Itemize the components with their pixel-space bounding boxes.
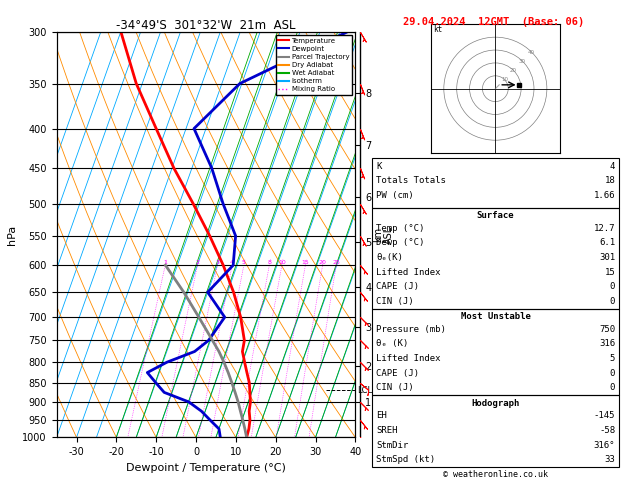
Text: 18: 18: [604, 176, 615, 186]
Text: 15: 15: [301, 260, 309, 265]
Text: 0: 0: [610, 282, 615, 291]
Text: 4: 4: [610, 162, 615, 171]
Text: 1.66: 1.66: [594, 191, 615, 200]
Text: 8: 8: [267, 260, 271, 265]
Text: 0: 0: [610, 296, 615, 306]
X-axis label: Dewpoint / Temperature (°C): Dewpoint / Temperature (°C): [126, 463, 286, 473]
Text: 301: 301: [599, 253, 615, 262]
Text: 20: 20: [319, 260, 326, 265]
Text: Surface: Surface: [477, 211, 515, 221]
Text: CAPE (J): CAPE (J): [376, 368, 419, 378]
Text: 12.7: 12.7: [594, 224, 615, 233]
Text: 0: 0: [610, 383, 615, 392]
Text: 750: 750: [599, 325, 615, 334]
Text: 40: 40: [528, 50, 535, 55]
Text: K: K: [376, 162, 382, 171]
Text: 10: 10: [278, 260, 286, 265]
Text: 0: 0: [610, 368, 615, 378]
Title: -34°49'S  301°32'W  21m  ASL: -34°49'S 301°32'W 21m ASL: [116, 18, 296, 32]
Text: 4: 4: [230, 260, 234, 265]
Text: CIN (J): CIN (J): [376, 296, 414, 306]
Y-axis label: km
ASL: km ASL: [373, 226, 394, 243]
Text: 5: 5: [610, 354, 615, 363]
Text: 10: 10: [501, 77, 508, 82]
Text: 3: 3: [216, 260, 220, 265]
Text: © weatheronline.co.uk: © weatheronline.co.uk: [443, 469, 547, 479]
Text: PW (cm): PW (cm): [376, 191, 414, 200]
Text: Pressure (mb): Pressure (mb): [376, 325, 446, 334]
Text: θₑ(K): θₑ(K): [376, 253, 403, 262]
Text: Dewp (°C): Dewp (°C): [376, 238, 425, 247]
Legend: Temperature, Dewpoint, Parcel Trajectory, Dry Adiabat, Wet Adiabat, Isotherm, Mi: Temperature, Dewpoint, Parcel Trajectory…: [276, 35, 352, 95]
Text: kt: kt: [433, 25, 443, 34]
Text: 15: 15: [604, 267, 615, 277]
Text: θₑ (K): θₑ (K): [376, 339, 408, 348]
Text: 25: 25: [332, 260, 340, 265]
Text: StmDir: StmDir: [376, 440, 408, 450]
Text: 316°: 316°: [594, 440, 615, 450]
Text: Most Unstable: Most Unstable: [460, 312, 531, 322]
Text: 30: 30: [519, 59, 526, 64]
Text: Lifted Index: Lifted Index: [376, 354, 441, 363]
Text: -145: -145: [594, 411, 615, 420]
Text: 29.04.2024  12GMT  (Base: 06): 29.04.2024 12GMT (Base: 06): [403, 17, 584, 27]
Y-axis label: hPa: hPa: [7, 225, 17, 244]
Text: 1: 1: [164, 260, 167, 265]
Text: SREH: SREH: [376, 426, 398, 435]
Text: Totals Totals: Totals Totals: [376, 176, 446, 186]
Text: 5: 5: [242, 260, 246, 265]
Text: Temp (°C): Temp (°C): [376, 224, 425, 233]
Text: 20: 20: [510, 68, 517, 73]
Text: EH: EH: [376, 411, 387, 420]
Text: -58: -58: [599, 426, 615, 435]
Text: LCL: LCL: [357, 386, 372, 395]
Text: StmSpd (kt): StmSpd (kt): [376, 455, 435, 464]
Text: 316: 316: [599, 339, 615, 348]
Text: 6.1: 6.1: [599, 238, 615, 247]
Text: 2: 2: [196, 260, 199, 265]
Text: CAPE (J): CAPE (J): [376, 282, 419, 291]
Text: Lifted Index: Lifted Index: [376, 267, 441, 277]
Text: CIN (J): CIN (J): [376, 383, 414, 392]
Text: Hodograph: Hodograph: [472, 399, 520, 408]
Text: 33: 33: [604, 455, 615, 464]
